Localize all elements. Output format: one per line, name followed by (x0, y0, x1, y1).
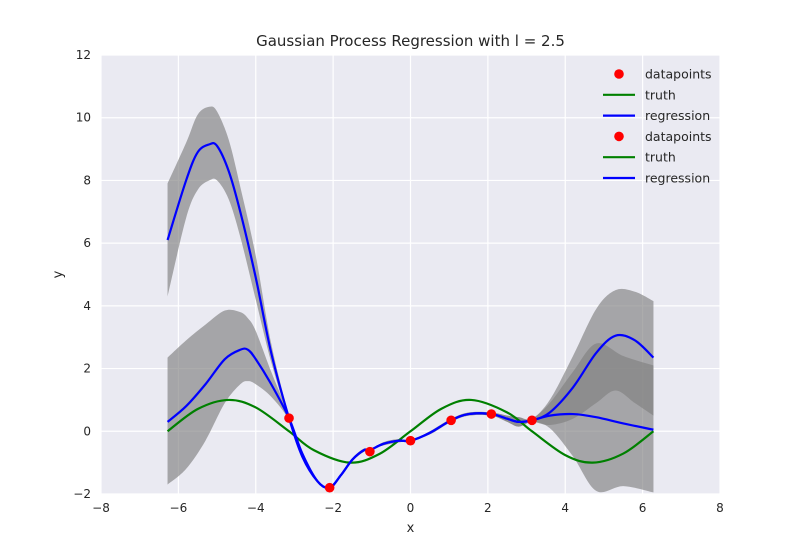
regression-line-2 (166, 333, 655, 490)
x-tick-label: 2 (484, 501, 492, 515)
datapoint (446, 415, 456, 426)
x-tick-label: −6 (170, 501, 188, 515)
y-tick-label: 10 (76, 111, 91, 125)
x-tick-label: −4 (247, 501, 265, 515)
truth-line (166, 398, 655, 464)
legend-label: truth (645, 150, 676, 165)
y-tick-label: −2 (73, 487, 91, 501)
datapoint (486, 409, 497, 419)
y-axis-label: y (51, 270, 66, 278)
legend: datapoints truth regression datapoints truth… (603, 67, 712, 186)
x-tick-label: 8 (716, 501, 724, 515)
y-tick-labels: −2 0 2 4 6 8 10 12 (73, 48, 91, 501)
x-tick-label: 4 (561, 501, 569, 515)
legend-label: regression (645, 108, 710, 123)
legend-label: datapoints (645, 129, 712, 144)
x-tick-labels: −8 −6 −4 −2 0 2 4 6 8 (92, 501, 724, 515)
y-tick-label: 2 (83, 362, 91, 376)
legend-marker (614, 69, 624, 79)
datapoint (527, 415, 537, 426)
x-tick-label: −2 (324, 501, 342, 515)
confidence-band-2 (167, 288, 654, 489)
y-tick-label: 8 (83, 173, 91, 187)
y-tick-label: 6 (83, 236, 91, 250)
datapoint (324, 482, 335, 493)
y-tick-label: 12 (76, 48, 91, 62)
datapoint (365, 446, 375, 457)
x-tick-label: −8 (92, 501, 110, 515)
x-tick-label: 0 (407, 501, 415, 515)
x-tick-label: 6 (639, 501, 647, 515)
datapoint (405, 435, 416, 446)
datapoint-markers (284, 409, 537, 493)
legend-label: truth (645, 87, 676, 102)
datapoint (284, 413, 294, 423)
legend-label: regression (645, 171, 710, 186)
x-axis-label: x (407, 521, 415, 536)
y-tick-label: 0 (83, 424, 91, 438)
y-tick-label: 4 (83, 299, 91, 313)
legend-label: datapoints (645, 67, 712, 82)
chart-title: Gaussian Process Regression with l = 2.5 (256, 32, 565, 50)
legend-marker (614, 131, 624, 142)
